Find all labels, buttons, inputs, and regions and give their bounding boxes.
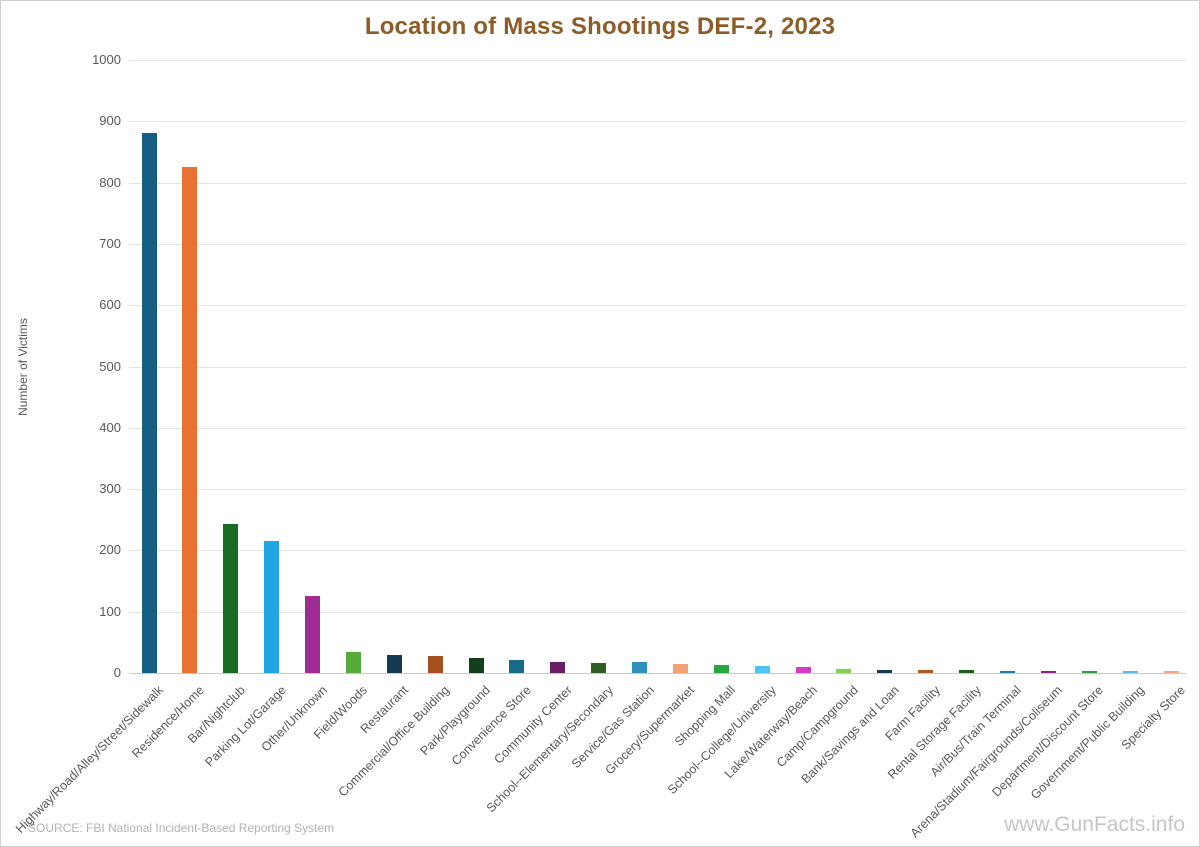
bar <box>345 652 361 673</box>
y-tick-label: 1000 <box>92 52 121 67</box>
gridline <box>129 489 1186 491</box>
y-axis-title: Number of Victims <box>16 317 30 416</box>
bar <box>877 669 893 673</box>
gridline <box>129 121 1186 123</box>
y-tick-label: 400 <box>99 419 121 435</box>
bar <box>754 665 770 673</box>
gridline <box>129 243 1186 245</box>
bar <box>1040 670 1056 673</box>
gridline <box>129 305 1186 307</box>
bar <box>918 669 934 673</box>
x-tick-label: Community Center <box>491 683 575 767</box>
bar <box>1122 671 1138 674</box>
y-tick-label: 600 <box>99 297 121 313</box>
y-tick-label: 300 <box>99 481 121 497</box>
y-tick-label: 500 <box>99 358 121 374</box>
bar <box>632 661 648 673</box>
bar <box>959 669 975 673</box>
source-note: SOURCE: FBI National Incident-Based Repo… <box>28 821 335 835</box>
gridline <box>129 182 1186 184</box>
bar <box>223 524 239 673</box>
gridline <box>129 366 1186 368</box>
bar <box>672 663 688 673</box>
gridline <box>129 427 1186 429</box>
watermark: www.GunFacts.info <box>1004 813 1185 836</box>
y-tick-label: 800 <box>99 174 121 190</box>
bar <box>427 656 443 673</box>
bar <box>1081 670 1097 673</box>
bar <box>999 670 1015 673</box>
y-tick-label: 900 <box>99 113 121 129</box>
x-tick-label: Highway/Road/Alley/Street/Sidewalk <box>13 683 166 836</box>
x-axis-line <box>129 673 1186 674</box>
y-tick-label: 0 <box>113 665 121 680</box>
gridline <box>129 550 1186 552</box>
bar <box>386 654 402 673</box>
bar <box>836 669 852 673</box>
bar <box>795 666 811 673</box>
chart-title: Location of Mass Shootings DEF-2, 2023 <box>364 13 836 40</box>
x-tick-label: Residence/Home <box>129 683 207 761</box>
y-tick-label: 700 <box>99 235 121 251</box>
bar <box>141 132 157 673</box>
bar <box>550 661 566 673</box>
gridline <box>129 60 1186 61</box>
bar <box>713 665 729 673</box>
bar <box>509 659 525 673</box>
y-tick-label: 100 <box>99 603 121 619</box>
bar <box>591 662 607 673</box>
y-tick-label: 200 <box>99 542 121 558</box>
bar <box>182 167 198 673</box>
bar <box>305 595 321 673</box>
bar <box>1163 671 1179 674</box>
bar <box>264 541 280 673</box>
gridline <box>129 611 1186 613</box>
bar <box>468 658 484 673</box>
